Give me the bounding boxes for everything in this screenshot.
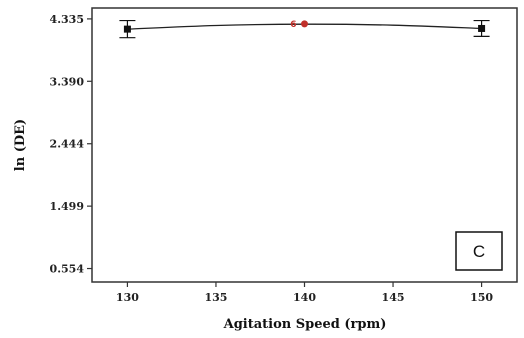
y-tick-label-4: 4.335 [50,13,84,26]
data-point-0 [123,25,131,33]
center-point [301,20,308,28]
points-layer: 6 [119,20,490,39]
panel-label: C [473,242,485,261]
x-tick-label-2: 140 [293,291,316,304]
x-tick-label-0: 130 [116,291,139,304]
x-tick-label-4: 150 [470,291,493,304]
y-tick-label-0: 0.554 [50,263,85,276]
y-axis-title: ln (DE) [13,119,28,171]
x-tick-label-3: 145 [382,291,405,304]
center-point-label: 6 [290,20,296,30]
data-point-1 [478,24,486,32]
x-axis-title: Agitation Speed (rpm) [223,317,387,332]
y-tick-label-1: 1.499 [50,200,84,213]
panel-label-box [455,231,503,271]
y-tick-label-2: 2.444 [50,138,85,151]
x-tick-label-1: 135 [204,291,227,304]
plot-frame [91,7,518,283]
ticks-layer: 130 135 140 145 150 0.554 1.499 2.444 3.390 4.335 [50,13,494,304]
y-tick-label-3: 3.390 [50,75,85,88]
